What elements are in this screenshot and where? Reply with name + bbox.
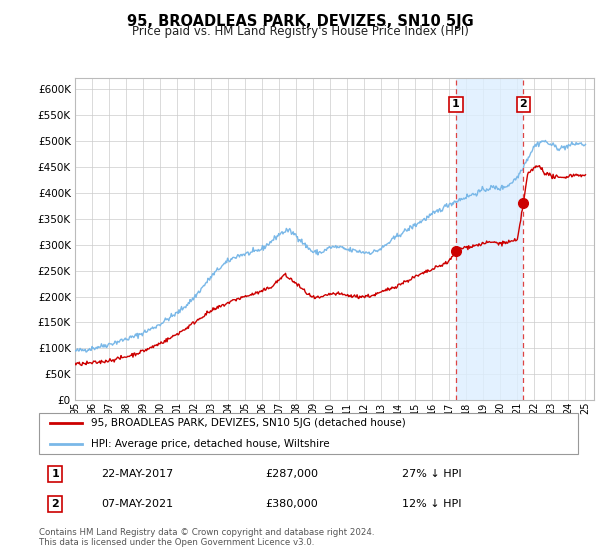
Text: £380,000: £380,000 [265, 500, 318, 509]
Text: £287,000: £287,000 [265, 469, 319, 479]
Text: 22-MAY-2017: 22-MAY-2017 [101, 469, 174, 479]
Text: 07-MAY-2021: 07-MAY-2021 [101, 500, 173, 509]
FancyBboxPatch shape [39, 413, 578, 454]
Text: 95, BROADLEAS PARK, DEVIZES, SN10 5JG (detached house): 95, BROADLEAS PARK, DEVIZES, SN10 5JG (d… [91, 418, 406, 428]
Text: 12% ↓ HPI: 12% ↓ HPI [402, 500, 461, 509]
Text: 27% ↓ HPI: 27% ↓ HPI [402, 469, 461, 479]
Text: Price paid vs. HM Land Registry's House Price Index (HPI): Price paid vs. HM Land Registry's House … [131, 25, 469, 38]
Text: 1: 1 [51, 469, 59, 479]
Text: 2: 2 [520, 99, 527, 109]
Text: Contains HM Land Registry data © Crown copyright and database right 2024.
This d: Contains HM Land Registry data © Crown c… [39, 528, 374, 547]
Text: 2: 2 [51, 500, 59, 509]
Text: 1: 1 [452, 99, 460, 109]
Text: HPI: Average price, detached house, Wiltshire: HPI: Average price, detached house, Wilt… [91, 438, 329, 449]
Text: 95, BROADLEAS PARK, DEVIZES, SN10 5JG: 95, BROADLEAS PARK, DEVIZES, SN10 5JG [127, 14, 473, 29]
Bar [456, 78, 523, 400]
